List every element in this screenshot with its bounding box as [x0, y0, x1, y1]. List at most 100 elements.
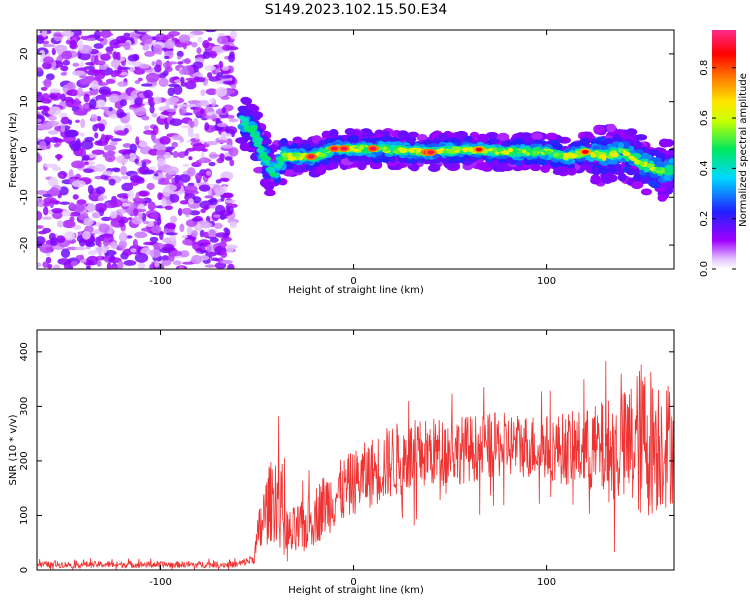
noise-blob — [105, 46, 114, 53]
noise-blob — [115, 130, 126, 136]
noise-blob — [83, 168, 94, 174]
noise-blob — [204, 264, 216, 268]
noise-blob — [157, 158, 166, 166]
noise-blob — [208, 161, 216, 167]
ridge-core — [646, 163, 653, 168]
noise-blob — [222, 80, 236, 85]
noise-blob — [149, 104, 155, 114]
noise-blob — [205, 251, 217, 257]
noise-blob — [153, 173, 159, 177]
spectrogram-x-tick-label: 0 — [350, 276, 356, 287]
spectrogram-plot-area — [37, 30, 674, 269]
noise-blob — [179, 223, 185, 233]
noise-blob — [95, 186, 106, 195]
ridge-core — [435, 149, 444, 154]
noise-blob — [200, 208, 206, 214]
noise-blob — [172, 150, 179, 158]
ridge-core — [382, 146, 387, 151]
ridge-core — [451, 146, 457, 151]
noise-blob — [37, 210, 43, 221]
noise-blob — [88, 98, 97, 109]
noise-blob — [188, 156, 193, 161]
noise-blob — [137, 77, 143, 82]
snr-frame — [36, 329, 675, 571]
noise-blob — [167, 87, 175, 97]
noise-blob — [121, 202, 131, 207]
spectrogram-x-tick-label: 100 — [537, 276, 556, 287]
ridge-core — [602, 156, 607, 161]
ridge-blob — [476, 133, 489, 142]
noise-blob — [68, 169, 74, 177]
ridge-blob — [555, 143, 563, 150]
noise-blob — [54, 44, 68, 53]
ridge-core — [564, 154, 571, 158]
noise-blob — [98, 223, 110, 233]
noise-blob — [82, 230, 91, 240]
noise-blob — [117, 260, 124, 269]
noise-blob — [164, 205, 173, 211]
ridge-core — [526, 148, 535, 153]
noise-blob — [91, 212, 101, 219]
noise-blob — [165, 232, 178, 236]
noise-blob — [42, 261, 49, 269]
noise-blob — [161, 198, 167, 208]
noise-blob — [122, 143, 132, 148]
ridge-blob — [253, 141, 262, 148]
ridge-blob — [326, 162, 339, 170]
noise-blob — [223, 227, 229, 233]
spectrogram-y-tick-label: -20 — [19, 237, 30, 253]
noise-blob — [60, 124, 66, 133]
noise-blob — [64, 129, 78, 138]
noise-blob — [37, 36, 45, 45]
spectrogram-y-tick-label: -10 — [19, 189, 30, 205]
noise-blob — [221, 66, 230, 71]
noise-blob — [229, 159, 235, 167]
noise-blob — [37, 124, 52, 131]
noise-blob — [104, 154, 116, 163]
noise-blob — [86, 265, 91, 269]
noise-blob — [207, 37, 213, 42]
noise-blob — [39, 49, 46, 58]
noise-blob — [204, 65, 216, 71]
ridge-core — [462, 147, 469, 153]
noise-blob — [179, 200, 190, 205]
noise-blob — [194, 133, 200, 140]
noise-blob — [138, 63, 150, 69]
ridge-blob — [264, 182, 274, 192]
noise-blob — [214, 187, 225, 196]
noise-blob — [151, 61, 156, 66]
noise-blob — [53, 143, 60, 148]
noise-blob — [102, 239, 110, 247]
noise-blob — [129, 152, 137, 162]
ridge-blob — [237, 105, 249, 113]
noise-blob — [37, 190, 49, 195]
noise-blob — [135, 177, 145, 184]
ridge-blob — [269, 167, 275, 173]
noise-blob — [123, 154, 131, 160]
noise-blob — [224, 156, 233, 161]
noise-blob — [37, 236, 46, 245]
snr-plot-area — [36, 361, 675, 570]
snr-y-axis-label: SNR (10 * v/v) — [8, 414, 19, 485]
noise-blob — [52, 264, 61, 269]
noise-blob — [60, 72, 68, 76]
noise-blob — [143, 89, 154, 99]
noise-blob — [220, 239, 227, 248]
noise-blob — [171, 141, 179, 148]
snr-x-axis-label: Height of straight line (km) — [288, 585, 424, 596]
noise-blob — [86, 255, 99, 266]
noise-blob — [60, 65, 69, 72]
noise-blob — [164, 55, 170, 60]
ridge-blob — [280, 146, 288, 153]
noise-blob — [109, 199, 123, 208]
noise-blob — [94, 163, 106, 172]
noise-blob — [42, 106, 50, 112]
ridge-core — [359, 145, 364, 150]
peak-core — [330, 146, 338, 151]
noise-blob — [73, 98, 81, 108]
noise-blob — [225, 125, 238, 135]
noise-blob — [37, 118, 42, 123]
peak-core — [369, 146, 377, 151]
snr-y-tick-label: 400 — [19, 342, 30, 361]
